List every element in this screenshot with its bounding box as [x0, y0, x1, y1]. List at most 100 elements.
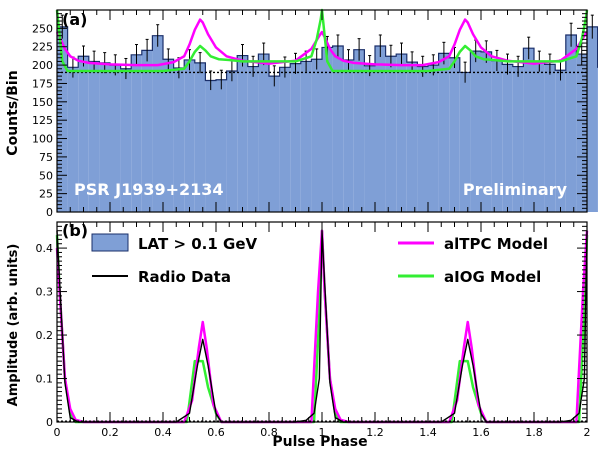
- histogram-bar: [512, 66, 524, 212]
- histogram-bar: [290, 63, 301, 212]
- y-tick-label: 0.1: [36, 373, 54, 386]
- histogram-bar: [332, 45, 344, 213]
- panel-b-xticks: [56, 222, 588, 422]
- x-tick-label: 1.2: [366, 426, 384, 439]
- histogram-bar: [322, 47, 333, 212]
- radio-data-profile: [56, 229, 588, 423]
- y-tick-label: 0.2: [36, 329, 54, 342]
- histogram-bar: [385, 56, 397, 212]
- y-tick-label: 175: [32, 77, 53, 90]
- histogram-bar: [269, 76, 280, 212]
- x-tick-label: 1.6: [472, 426, 490, 439]
- histogram-bar: [428, 65, 439, 212]
- legend-label: Radio Data: [138, 268, 231, 286]
- y-tick-label: 25: [39, 188, 53, 201]
- histogram-bar: [534, 61, 545, 212]
- histogram-bar: [194, 62, 206, 213]
- x-axis-label: Pulse Phase: [272, 434, 367, 450]
- histogram-bar: [364, 65, 375, 212]
- legend-swatch-box: [91, 233, 129, 252]
- histogram-bar: [67, 67, 79, 212]
- y-tick-label: 0.4: [36, 242, 54, 255]
- profile-curves-b: [55, 229, 589, 424]
- panel-a-label: (a): [62, 10, 87, 29]
- histogram-bars: [57, 26, 598, 213]
- y-tick-label: 250: [32, 22, 53, 35]
- histogram-bar: [57, 26, 68, 212]
- histogram-bar: [88, 61, 100, 212]
- panel-a: 0 25 50 75 100 125 150 175 200 225 250 (a) PSR J19…: [5, 8, 598, 219]
- histogram-bar: [438, 53, 450, 212]
- histogram-bar: [343, 59, 354, 212]
- histogram-bar: [237, 55, 248, 213]
- histogram-bar: [491, 60, 503, 212]
- panel-a-yticks: 0 25 50 75 100 125 150 175 200 225 250: [32, 9, 587, 219]
- status-annotation: Preliminary: [463, 180, 568, 199]
- x-tick-label: 1: [319, 426, 326, 439]
- histogram-bar: [152, 35, 163, 212]
- histogram-bar: [396, 54, 407, 213]
- histogram-bar: [502, 64, 513, 213]
- source-annotation: PSR J1939+2134: [74, 180, 224, 199]
- y-tick-label: 100: [32, 133, 53, 146]
- histogram-bar: [300, 61, 312, 212]
- histogram-bar: [311, 59, 322, 213]
- histogram-bar: [226, 70, 238, 212]
- histogram-bar: [523, 48, 534, 212]
- x-tick-label: 0.6: [207, 426, 225, 439]
- histogram-bar: [110, 65, 121, 212]
- histogram-bar: [555, 70, 566, 212]
- y-tick-label: 0: [46, 416, 53, 429]
- y-tick-label: 75: [39, 151, 53, 164]
- histogram-bar: [481, 51, 492, 212]
- x-tick-label: 0.8: [260, 426, 278, 439]
- histogram-bar: [131, 54, 142, 212]
- histogram-bar: [279, 67, 291, 212]
- legend-label: aIOG Model: [444, 268, 541, 286]
- panel-b-label: (b): [62, 221, 88, 240]
- histogram-bar: [205, 80, 216, 213]
- histogram-bar: [587, 26, 598, 212]
- y-tick-label: 150: [32, 96, 53, 109]
- y-tick-label: 225: [32, 41, 53, 54]
- x-tick-label: 0: [54, 426, 61, 439]
- panel-b: 0 0.1 0.2 0.3 0.4 (b) Amplitude (arb. units)…: [6, 221, 589, 429]
- x-tick-labels: 0 0.2 0.4 0.6 0.8 1 1.2 1.4 1.6 1.8 2: [54, 426, 591, 439]
- histogram-bar: [141, 50, 153, 213]
- histogram-bar: [216, 79, 227, 212]
- histogram-bar: [406, 62, 418, 213]
- panel-a-ylabel: Counts/Bin: [5, 70, 21, 155]
- histogram-bar: [173, 68, 185, 213]
- histogram-bar: [375, 45, 386, 213]
- histogram-bar: [459, 72, 471, 212]
- histogram-bar: [247, 66, 259, 212]
- histogram-bar: [576, 54, 587, 213]
- legend-label: LAT > 0.1 GeV: [138, 235, 258, 253]
- legend: LAT > 0.1 GeV Radio Data alTPC Model aIOG M…: [91, 233, 548, 286]
- y-tick-label: 50: [39, 169, 53, 182]
- panel-b-ylabel: Amplitude (arb. units): [6, 244, 21, 407]
- x-tick-label: 0.4: [154, 426, 172, 439]
- panel-a-xticks: [56, 10, 588, 212]
- y-tick-label: 0: [46, 206, 53, 219]
- histogram-bar: [417, 66, 428, 212]
- x-tick-label: 0.2: [101, 426, 119, 439]
- histogram-bar: [565, 34, 577, 212]
- histogram-bar: [184, 59, 195, 212]
- histogram-bar: [258, 54, 269, 213]
- histogram-bar: [78, 56, 89, 212]
- y-tick-label: 0.3: [36, 286, 54, 299]
- x-tick-label: 2: [584, 426, 591, 439]
- histogram-bar: [544, 64, 556, 213]
- x-tick-label: 1.8: [525, 426, 543, 439]
- histogram-bar: [163, 59, 174, 213]
- y-tick-label: 125: [32, 114, 53, 127]
- altpc-model-curve: [55, 18, 589, 67]
- histogram-bar: [120, 68, 132, 212]
- panel-b-yticks: 0 0.1 0.2 0.3 0.4: [36, 221, 587, 429]
- y-tick-label: 200: [32, 59, 53, 72]
- legend-label: alTPC Model: [444, 235, 548, 253]
- histogram-bar: [99, 62, 110, 213]
- histogram-bar: [449, 57, 460, 212]
